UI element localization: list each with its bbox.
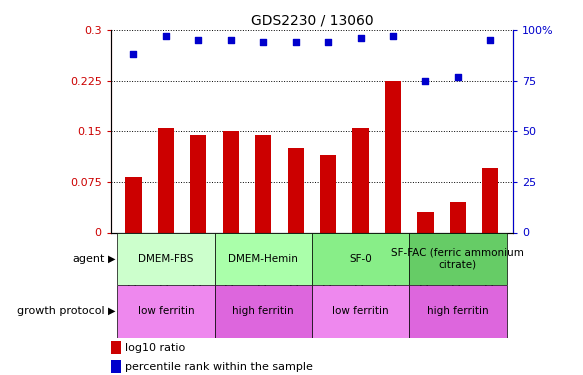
Text: low ferritin: low ferritin — [332, 306, 389, 316]
Bar — [255, 135, 271, 232]
Text: DMEM-FBS: DMEM-FBS — [138, 254, 194, 264]
Text: ▶: ▶ — [108, 254, 115, 264]
Bar — [111, 341, 121, 354]
Bar — [117, 285, 215, 338]
Text: log10 ratio: log10 ratio — [125, 343, 185, 353]
Bar — [158, 128, 174, 232]
Bar — [223, 131, 239, 232]
Text: DMEM-Hemin: DMEM-Hemin — [229, 254, 298, 264]
Text: SF-FAC (ferric ammonium
citrate): SF-FAC (ferric ammonium citrate) — [391, 248, 524, 270]
Text: agent: agent — [72, 254, 105, 264]
Title: GDS2230 / 13060: GDS2230 / 13060 — [251, 13, 373, 27]
Point — [421, 78, 430, 84]
Text: high ferritin: high ferritin — [427, 306, 489, 316]
Point — [453, 74, 462, 80]
Bar — [482, 168, 498, 232]
Bar — [215, 232, 312, 285]
Bar — [117, 232, 215, 285]
Bar — [312, 285, 409, 338]
Text: growth protocol: growth protocol — [17, 306, 105, 316]
Text: low ferritin: low ferritin — [138, 306, 194, 316]
Text: high ferritin: high ferritin — [233, 306, 294, 316]
Bar — [320, 155, 336, 232]
Bar — [449, 202, 466, 232]
Bar — [409, 285, 507, 338]
Point — [129, 51, 138, 57]
Point — [194, 37, 203, 43]
Bar — [417, 212, 434, 232]
Point — [324, 39, 333, 45]
Bar — [353, 128, 368, 232]
Point — [486, 37, 495, 43]
Point — [226, 37, 236, 43]
Bar — [287, 148, 304, 232]
Point — [388, 33, 398, 39]
Point — [259, 39, 268, 45]
Bar — [215, 285, 312, 338]
Bar — [125, 177, 142, 232]
Text: SF-0: SF-0 — [349, 254, 372, 264]
Bar — [111, 360, 121, 373]
Text: percentile rank within the sample: percentile rank within the sample — [125, 362, 312, 372]
Bar — [312, 232, 409, 285]
Bar — [385, 81, 401, 232]
Point — [161, 33, 171, 39]
Bar — [409, 232, 507, 285]
Bar — [190, 135, 206, 232]
Point — [291, 39, 300, 45]
Text: ▶: ▶ — [108, 306, 115, 316]
Point — [356, 35, 365, 41]
